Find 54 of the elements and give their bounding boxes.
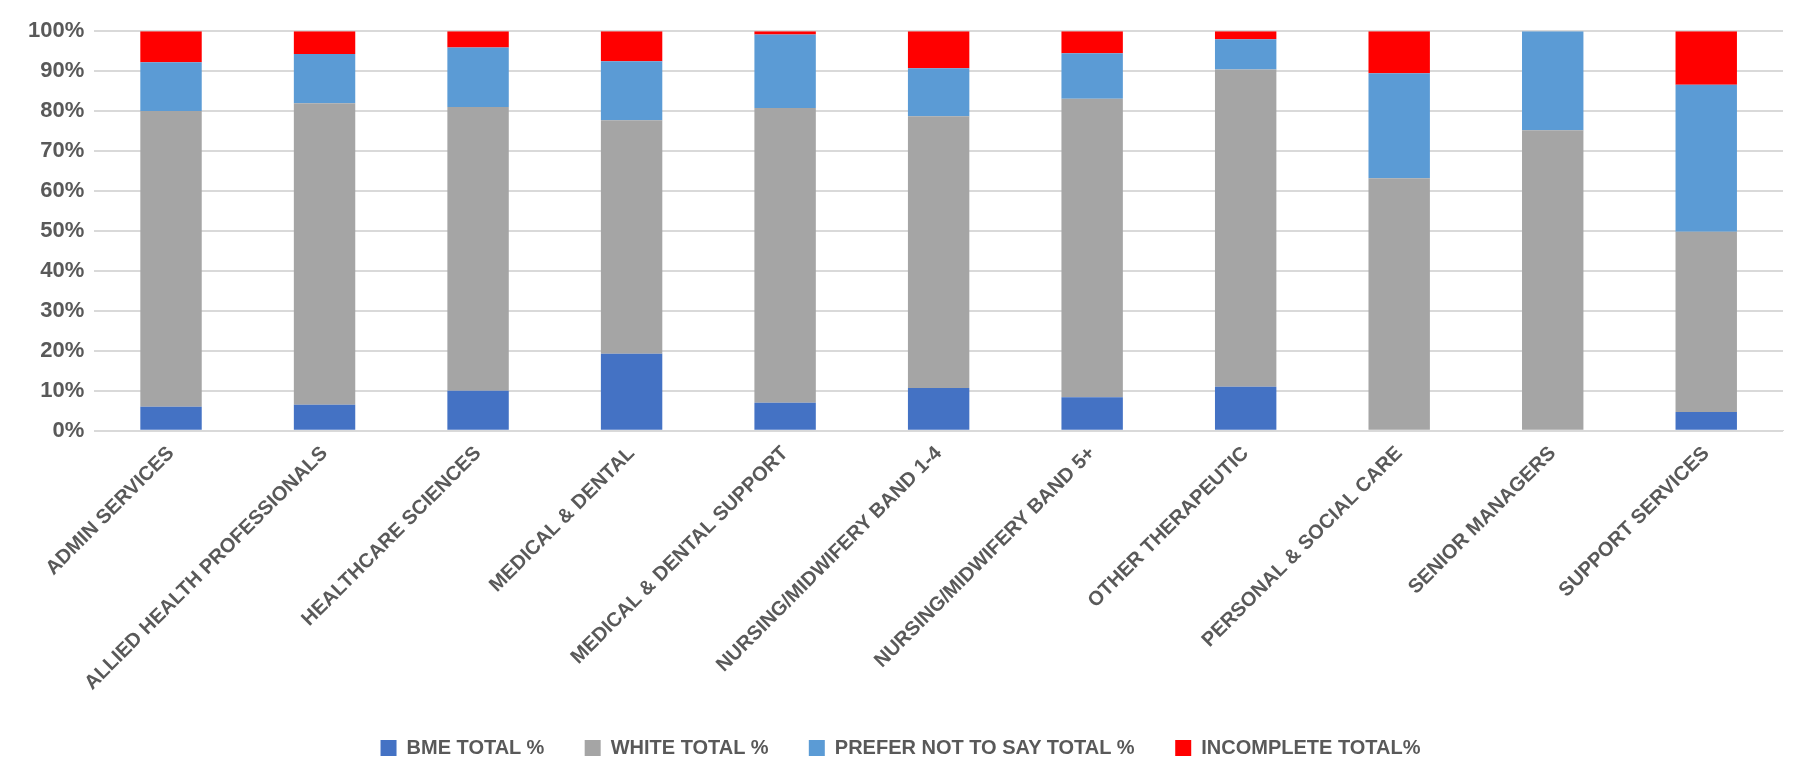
bar: [140, 111, 202, 407]
bar: [1522, 31, 1584, 131]
bar: [1061, 53, 1123, 99]
bar: [1061, 98, 1123, 398]
bar: [600, 61, 663, 121]
bar: [907, 116, 970, 389]
y-tick-label: 20%: [40, 336, 85, 362]
bar: [1214, 69, 1277, 387]
bar: [1214, 386, 1277, 430]
bar: [1368, 31, 1430, 74]
y-tick-label: 30%: [40, 296, 85, 322]
bar: [447, 107, 509, 391]
bar: [447, 47, 509, 108]
bar: [293, 103, 356, 405]
legend-label: WHITE TOTAL %: [610, 735, 769, 758]
bar: [140, 62, 202, 112]
bar: [1522, 130, 1584, 430]
bar: [907, 68, 970, 117]
bar: [293, 53, 356, 104]
bar: [600, 31, 663, 62]
bar: [447, 390, 509, 430]
y-tick-label: 100%: [27, 17, 85, 43]
bar: [1368, 178, 1430, 430]
legend-label: PREFER NOT TO SAY TOTAL %: [834, 735, 1135, 758]
y-tick-label: 0%: [52, 416, 85, 442]
bar: [140, 31, 202, 63]
bar: [1214, 39, 1277, 70]
bar: [1675, 31, 1737, 85]
bar: [1675, 84, 1737, 232]
bar: [600, 353, 663, 430]
legend-label: BME TOTAL %: [406, 735, 545, 758]
bar: [1061, 31, 1123, 54]
y-tick-label: 50%: [40, 217, 85, 243]
y-tick-label: 60%: [40, 177, 85, 203]
legend-label: INCOMPLETE TOTAL%: [1201, 735, 1421, 758]
bar: [293, 404, 356, 430]
bar: [447, 31, 509, 48]
bar: [1675, 231, 1737, 413]
bar: [754, 34, 816, 108]
y-tick-label: 70%: [40, 137, 85, 163]
bar: [600, 120, 663, 354]
bar: [1675, 412, 1737, 430]
y-tick-label: 10%: [40, 376, 85, 402]
y-tick-label: 90%: [40, 57, 85, 83]
bar: [140, 406, 202, 430]
bar: [754, 107, 816, 403]
y-tick-label: 80%: [40, 97, 85, 123]
bar: [907, 388, 970, 430]
bar: [1061, 397, 1123, 430]
bar: [907, 31, 970, 69]
bar: [1368, 73, 1430, 179]
bar: [293, 31, 356, 54]
bar: [754, 402, 816, 430]
y-tick-label: 40%: [40, 257, 85, 283]
